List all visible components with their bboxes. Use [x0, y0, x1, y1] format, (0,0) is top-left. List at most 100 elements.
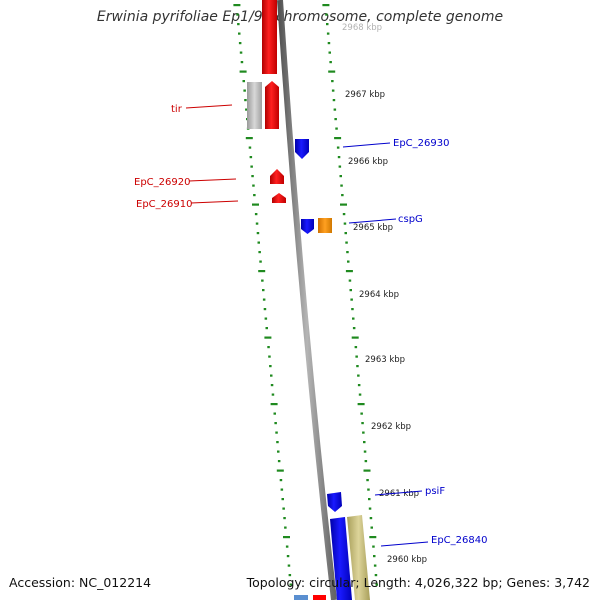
- gc-dot: [346, 251, 349, 254]
- gc-dot: [354, 346, 358, 349]
- gc-dot: [270, 384, 274, 387]
- gene-label-cspg[interactable]: cspG: [398, 214, 423, 225]
- gc-dot: [257, 241, 260, 244]
- gc-dot: [275, 431, 278, 434]
- gc-dot: [269, 365, 272, 368]
- gc-dot: [372, 545, 375, 548]
- gc-dot: [283, 536, 290, 539]
- blue-gene-block-bottom[interactable]: [330, 517, 352, 600]
- gc-dot: [339, 175, 342, 178]
- gc-dot: [236, 13, 239, 16]
- gc-dot: [370, 526, 373, 529]
- gc-dot: [258, 251, 261, 254]
- gc-dot: [251, 175, 254, 178]
- gc-dot: [253, 194, 256, 197]
- gc-dot: [244, 99, 247, 102]
- gc-dot: [345, 241, 348, 244]
- gc-dot: [237, 23, 240, 26]
- epc-26910-gene-arrow[interactable]: [272, 193, 286, 203]
- red-gene-block-top[interactable]: [262, 0, 277, 74]
- gc-dot: [282, 507, 285, 510]
- gc-dot: [374, 574, 378, 577]
- cspg-gene-block[interactable]: [318, 218, 332, 233]
- gc-dot: [328, 51, 331, 54]
- topology-summary: Topology: circular; Length: 4,026,322 bp…: [246, 575, 590, 590]
- gc-dot: [351, 336, 359, 339]
- gc-dot: [356, 365, 359, 368]
- tick-label: 2961 kbp: [379, 489, 419, 499]
- gc-dot: [249, 156, 253, 159]
- gc-dot: [287, 564, 291, 567]
- epc-26920-gene-arrow[interactable]: [270, 169, 284, 184]
- gc-dot: [233, 4, 241, 7]
- gc-dot: [327, 42, 331, 45]
- gc-content-dotted-track: [322, 4, 378, 586]
- gc-dot: [368, 507, 372, 510]
- epc-26840-gene-block[interactable]: [347, 515, 370, 600]
- gene-label-epc-26910[interactable]: EpC_26910: [136, 199, 192, 210]
- bottom-blue-fragment: [294, 595, 308, 600]
- gc-dot: [355, 355, 358, 358]
- tick-label: 2964 kbp: [359, 290, 399, 300]
- gc-dot: [348, 279, 352, 282]
- gc-dot: [329, 61, 332, 64]
- gc-dot: [238, 32, 241, 35]
- gc-dot: [258, 270, 266, 273]
- gene-label-epc-26840[interactable]: EpC_26840: [431, 535, 487, 546]
- gc-dot: [252, 184, 255, 187]
- gc-dot: [360, 412, 363, 415]
- tir-gene-block[interactable]: [247, 82, 262, 129]
- gene-label-epc-26930[interactable]: EpC_26930: [393, 138, 449, 149]
- gene-label-tir[interactable]: tir: [171, 104, 183, 115]
- gc-dot: [368, 498, 371, 501]
- tick-label: 2967 kbp: [345, 90, 385, 100]
- gc-dot: [347, 260, 350, 263]
- gc-dot: [263, 308, 267, 311]
- gc-dot: [262, 298, 266, 301]
- tick-label: 2962 kbp: [371, 422, 411, 432]
- gc-dot: [331, 89, 335, 92]
- gc-dot: [350, 298, 353, 301]
- cspg-leader-line: [348, 218, 397, 224]
- gc-dot: [239, 51, 243, 54]
- gc-dot: [328, 70, 336, 73]
- gc-dot: [259, 260, 262, 263]
- gc-dot: [363, 450, 367, 453]
- gc-dot: [262, 289, 265, 292]
- gc-dot: [341, 194, 344, 197]
- gc-dot: [288, 574, 292, 577]
- gc-dot: [286, 555, 290, 558]
- gc-dot: [239, 70, 247, 73]
- gc-dot: [369, 536, 377, 539]
- gc-skew-dotted-track: [233, 4, 292, 586]
- gene-label-psif[interactable]: psiF: [425, 486, 445, 497]
- psif-gene-arrow[interactable]: [327, 492, 342, 512]
- gc-dot: [254, 213, 258, 216]
- blue-gene-arrow-mid[interactable]: [301, 219, 314, 234]
- gc-dot: [336, 146, 340, 149]
- accession-label: Accession: NC_012214: [9, 575, 152, 590]
- gc-dot: [250, 165, 253, 168]
- gc-dot: [335, 127, 338, 130]
- gc-dot: [367, 488, 370, 491]
- gc-dot: [331, 80, 334, 83]
- gc-dot: [245, 108, 248, 111]
- map-title: Erwinia pyrifoliae Ep1/96 chromosome, co…: [96, 9, 504, 25]
- gc-dot: [326, 23, 329, 26]
- gc-dot: [322, 4, 330, 7]
- epc-26930-gene-arrow[interactable]: [295, 139, 309, 159]
- gc-dot: [362, 431, 365, 434]
- gene-label-epc-26920[interactable]: EpC_26920: [134, 177, 190, 188]
- epc-26910-leader-line: [190, 200, 239, 204]
- red-gene-arrow-tir-adjacent[interactable]: [265, 81, 279, 129]
- gc-dot: [270, 374, 273, 377]
- gc-dot: [255, 222, 259, 225]
- gc-dot: [363, 441, 366, 444]
- gc-dot: [369, 517, 373, 520]
- epc-26920-leader-line: [188, 178, 237, 182]
- gc-dot: [344, 232, 347, 235]
- gc-dot: [281, 498, 284, 501]
- gc-dot: [284, 526, 287, 529]
- gc-dot: [276, 469, 284, 472]
- gc-dot: [277, 460, 281, 463]
